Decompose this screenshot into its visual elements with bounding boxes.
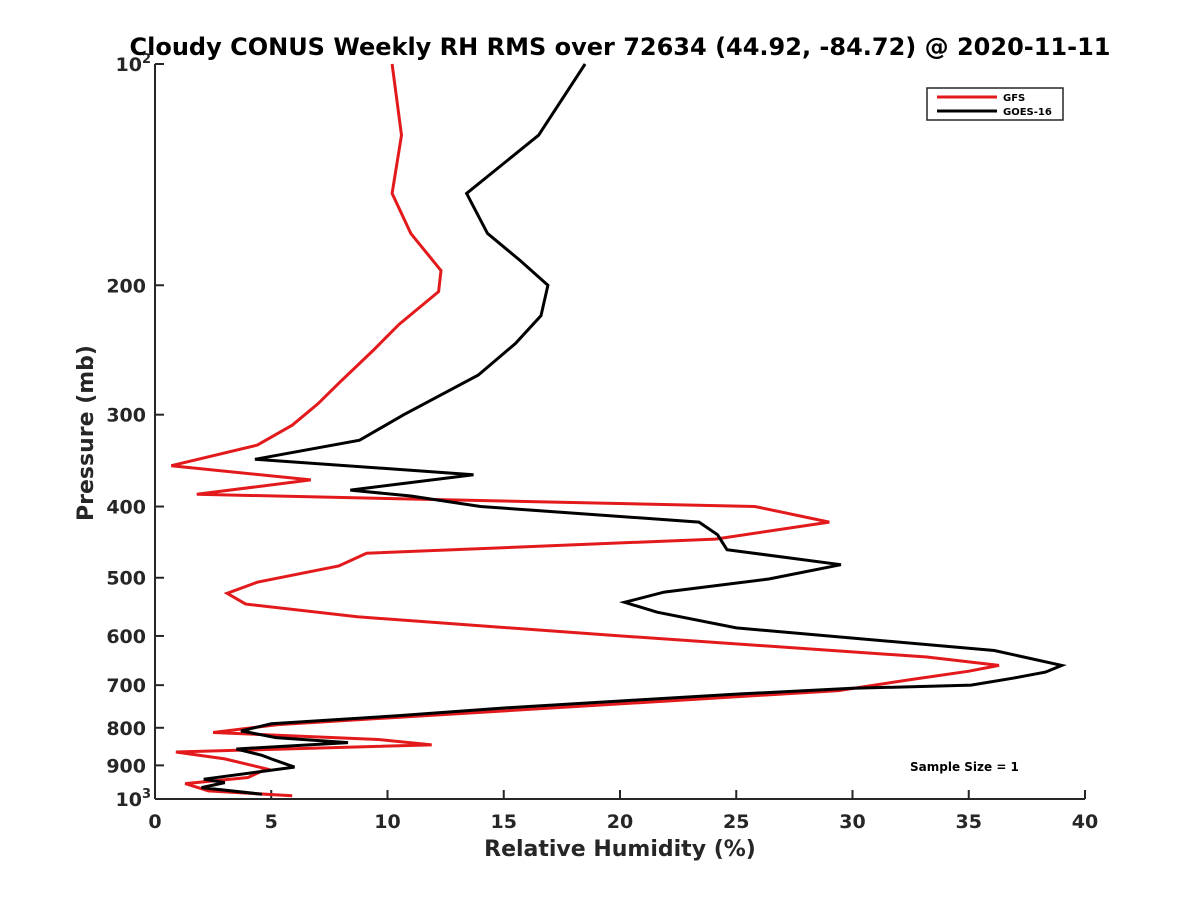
x-tick-label: 35 <box>956 811 982 833</box>
y-tick-label: 10 <box>116 789 142 811</box>
legend-label: GOES-16 <box>1003 107 1052 118</box>
y-tick-exponent: 3 <box>142 787 151 802</box>
sample-size-annotation: Sample Size = 1 <box>910 760 1019 774</box>
x-axis-label: Relative Humidity (%) <box>484 837 756 862</box>
y-tick-label: 900 <box>106 755 146 777</box>
y-tick-label: 700 <box>106 675 146 697</box>
y-tick-label: 300 <box>106 405 146 427</box>
y-tick-label: 400 <box>106 497 146 519</box>
legend-label: GFS <box>1003 93 1025 104</box>
x-tick-label: 10 <box>374 811 400 833</box>
y-tick-label: 800 <box>106 718 146 740</box>
y-tick-label: 500 <box>106 568 146 590</box>
x-tick-label: 15 <box>491 811 517 833</box>
y-tick-exponent: 2 <box>142 52 151 67</box>
legend: GFS GOES-16 <box>926 87 1064 121</box>
x-tick-label: 30 <box>839 811 865 833</box>
chart-title: Cloudy CONUS Weekly RH RMS over 72634 (4… <box>130 33 1111 61</box>
y-tick-label: 200 <box>106 275 146 297</box>
legend-box <box>926 87 1064 121</box>
y-axis-label: Pressure (mb) <box>74 345 99 521</box>
x-axis-ticks: 0 5 10 15 20 25 30 35 40 <box>148 790 1098 833</box>
x-tick-label: 40 <box>1072 811 1098 833</box>
series-group <box>170 63 1067 798</box>
x-tick-label: 20 <box>607 811 633 833</box>
y-tick-label: 10 <box>116 54 142 76</box>
y-tick-label: 600 <box>106 626 146 648</box>
x-tick-label: 0 <box>148 811 161 833</box>
x-tick-label: 5 <box>265 811 278 833</box>
series-line-gfs <box>170 63 1000 798</box>
x-tick-label: 25 <box>723 811 749 833</box>
series-line-goes-16 <box>201 63 1067 796</box>
